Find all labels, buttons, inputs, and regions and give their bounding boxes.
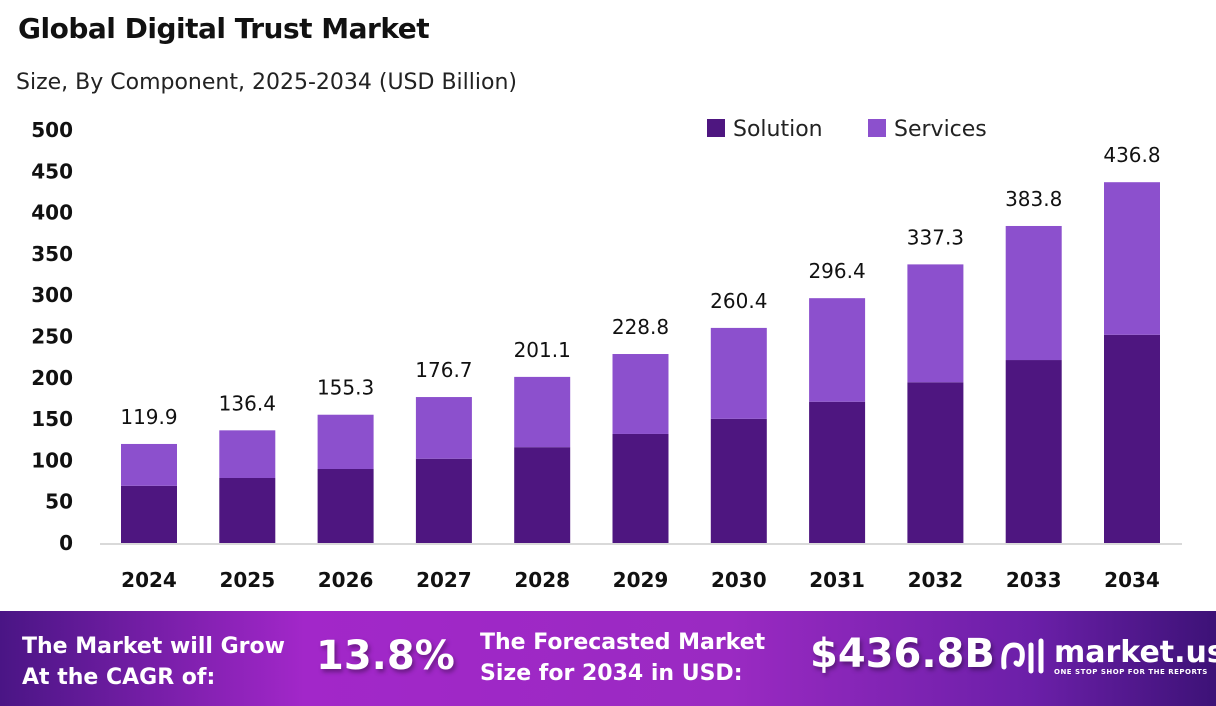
bar-services-2027: [415, 397, 472, 459]
y-tick-label: 50: [45, 490, 73, 514]
y-tick-label: 250: [31, 325, 73, 349]
bar-solution-2025: [219, 477, 276, 543]
forecast-value: $436.8B: [810, 631, 995, 677]
bar-solution-2028: [514, 447, 571, 543]
x-tick-label: 2033: [1006, 568, 1062, 592]
x-tick-label: 2030: [711, 568, 767, 592]
x-tick-label: 2032: [908, 568, 964, 592]
y-tick-label: 500: [31, 118, 73, 142]
cagr-value: 13.8%: [316, 633, 455, 679]
footer-banner: The Market will Grow At the CAGR of: 13.…: [0, 611, 1216, 706]
x-tick-label: 2027: [416, 568, 472, 592]
bar-services-2028: [514, 376, 571, 448]
x-tick-label: 2031: [809, 568, 865, 592]
bar-services-2029: [612, 354, 669, 434]
bar-solution-2027: [415, 458, 472, 543]
y-tick-label: 200: [31, 366, 73, 390]
bar-solution-2031: [809, 401, 866, 543]
cagr-label: The Market will Grow At the CAGR of:: [22, 631, 285, 693]
bar-services-2026: [317, 414, 374, 469]
y-tick-label: 150: [31, 407, 73, 431]
stacked-bar-chart: 0 50 100 150 200 250 300 350 400 450 500 119.9 2024 1…: [31, 117, 1182, 592]
x-tick-label: 2026: [318, 568, 374, 592]
bar-solution-2033: [1005, 360, 1062, 543]
bar-services-2033: [1005, 225, 1062, 361]
bar-solution-2029: [612, 433, 669, 543]
chart-subtitle: Size, By Component, 2025-2034 (USD Billi…: [16, 70, 517, 95]
bar-services-2030: [710, 327, 767, 419]
data-label-total: 176.7: [415, 358, 472, 382]
x-tick-label: 2024: [121, 568, 177, 592]
market-us-logo: market.us ONE STOP SHOP FOR THE REPORTS: [1000, 637, 1216, 677]
bar-solution-2024: [121, 485, 177, 543]
y-tick-label: 0: [59, 531, 73, 555]
data-label-total: 260.4: [710, 289, 767, 313]
forecast-label-line2: Size for 2034 in USD:: [480, 661, 743, 686]
bar-solution-2032: [907, 382, 964, 543]
data-label-total: 436.8: [1103, 143, 1160, 167]
x-tick-label: 2034: [1104, 568, 1160, 592]
data-label-total: 296.4: [808, 259, 865, 283]
y-tick-label: 350: [31, 242, 73, 266]
logo-tagline: ONE STOP SHOP FOR THE REPORTS: [1054, 668, 1208, 676]
cagr-label-line2: At the CAGR of:: [22, 665, 216, 690]
y-tick-label: 300: [31, 283, 73, 307]
data-label-total: 228.8: [612, 315, 669, 339]
data-label-total: 119.9: [120, 405, 177, 429]
data-label-total: 337.3: [907, 225, 964, 249]
y-tick-label: 450: [31, 159, 73, 183]
legend-swatch-solution: [707, 119, 725, 137]
bar-services-2032: [907, 264, 964, 383]
market-us-logo-icon: [1001, 638, 1044, 674]
logo-name: market.us: [1054, 635, 1216, 670]
legend-label-solution: Solution: [733, 117, 823, 142]
forecast-label-line1: The Forecasted Market: [480, 630, 766, 655]
x-tick-label: 2029: [613, 568, 669, 592]
bar-solution-2026: [317, 468, 374, 543]
data-label-total: 155.3: [317, 376, 374, 400]
legend-swatch-services: [868, 119, 886, 137]
bar-solution-2034: [1104, 334, 1160, 543]
legend-label-services: Services: [894, 117, 987, 142]
y-tick-label: 400: [31, 201, 73, 225]
data-label-total: 136.4: [219, 391, 276, 415]
bar-solution-2030: [710, 418, 767, 543]
data-label-total: 201.1: [514, 338, 571, 362]
x-tick-label: 2025: [219, 568, 275, 592]
bar-services-2031: [809, 298, 866, 402]
data-label-total: 383.8: [1005, 187, 1062, 211]
cagr-label-line1: The Market will Grow: [22, 634, 285, 659]
y-tick-label: 100: [31, 448, 73, 472]
bar-services-2025: [219, 430, 276, 478]
bar-services-2034: [1104, 182, 1160, 335]
x-tick-label: 2028: [514, 568, 570, 592]
bar-services-2024: [121, 443, 177, 486]
chart-title: Global Digital Trust Market: [18, 12, 430, 45]
forecast-label: The Forecasted Market Size for 2034 in U…: [480, 627, 765, 689]
